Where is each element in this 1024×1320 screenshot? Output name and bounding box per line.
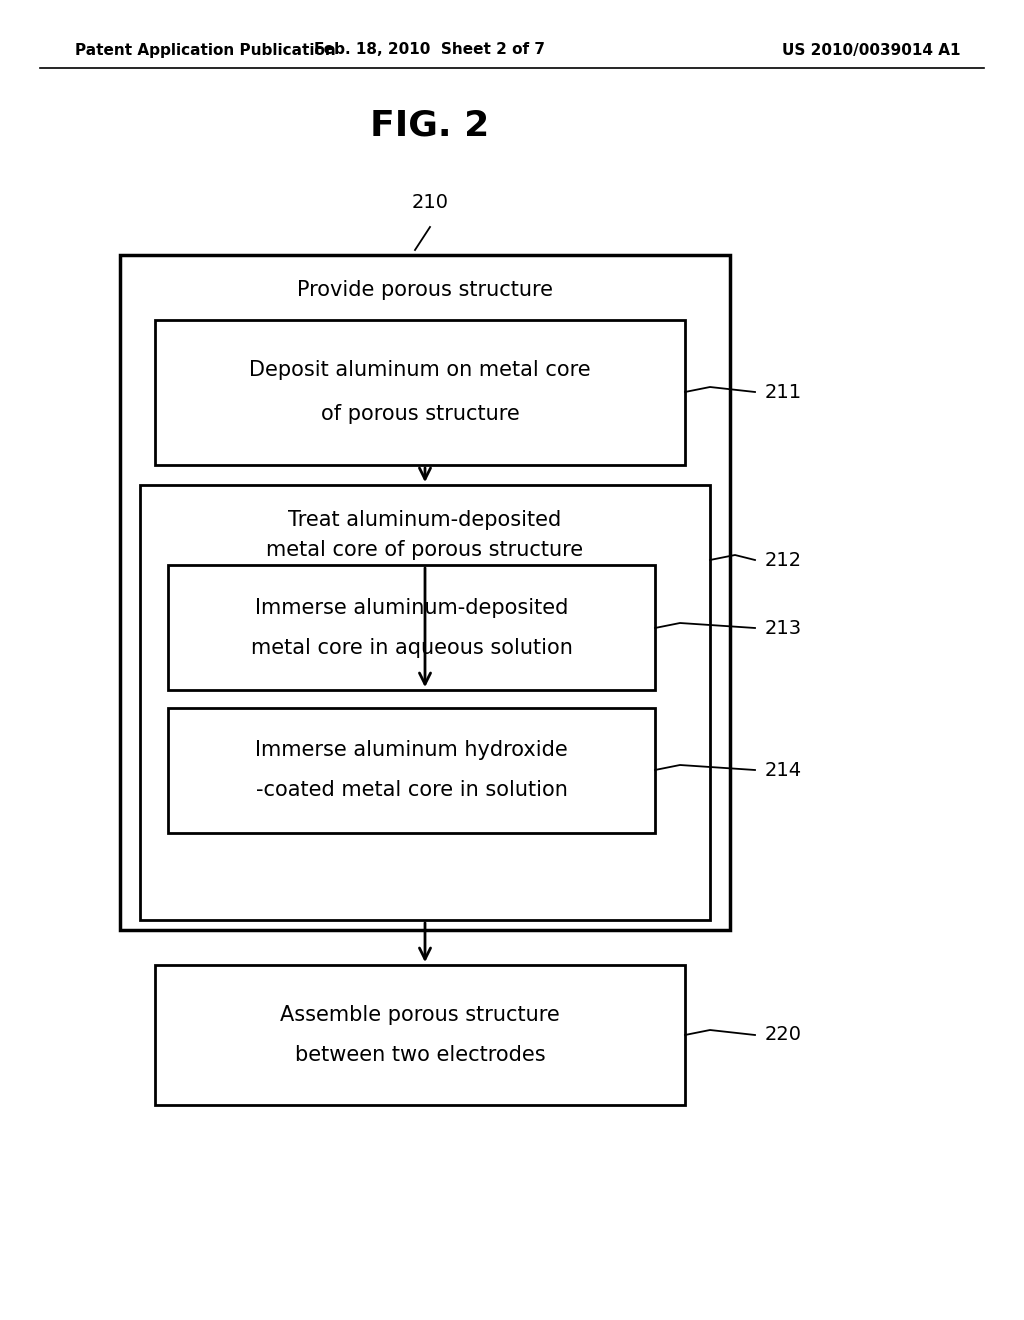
Bar [168,708,655,833]
Bar [155,319,685,465]
Text: metal core of porous structure: metal core of porous structure [266,540,584,560]
Text: -coated metal core in solution: -coated metal core in solution [256,780,567,800]
Bar [140,484,710,920]
Text: Immerse aluminum hydroxide: Immerse aluminum hydroxide [255,741,568,760]
Text: Assemble porous structure: Assemble porous structure [281,1005,560,1026]
Text: Deposit aluminum on metal core: Deposit aluminum on metal core [249,360,591,380]
Bar [155,965,685,1105]
Text: Provide porous structure: Provide porous structure [297,280,553,300]
Text: between two electrodes: between two electrodes [295,1045,546,1065]
Text: Immerse aluminum-deposited: Immerse aluminum-deposited [255,598,568,618]
Text: of porous structure: of porous structure [321,404,519,425]
Text: Feb. 18, 2010  Sheet 2 of 7: Feb. 18, 2010 Sheet 2 of 7 [314,42,546,58]
Text: metal core in aqueous solution: metal core in aqueous solution [251,638,572,657]
Text: 213: 213 [765,619,802,638]
Bar [120,255,730,931]
Text: US 2010/0039014 A1: US 2010/0039014 A1 [781,42,961,58]
Bar [168,565,655,690]
Text: 210: 210 [412,193,449,213]
Text: 212: 212 [765,550,802,569]
Text: 220: 220 [765,1026,802,1044]
Text: 214: 214 [765,760,802,780]
Text: 211: 211 [765,383,802,401]
Text: Patent Application Publication: Patent Application Publication [75,42,336,58]
Text: Treat aluminum-deposited: Treat aluminum-deposited [289,510,561,531]
Text: FIG. 2: FIG. 2 [371,108,489,143]
